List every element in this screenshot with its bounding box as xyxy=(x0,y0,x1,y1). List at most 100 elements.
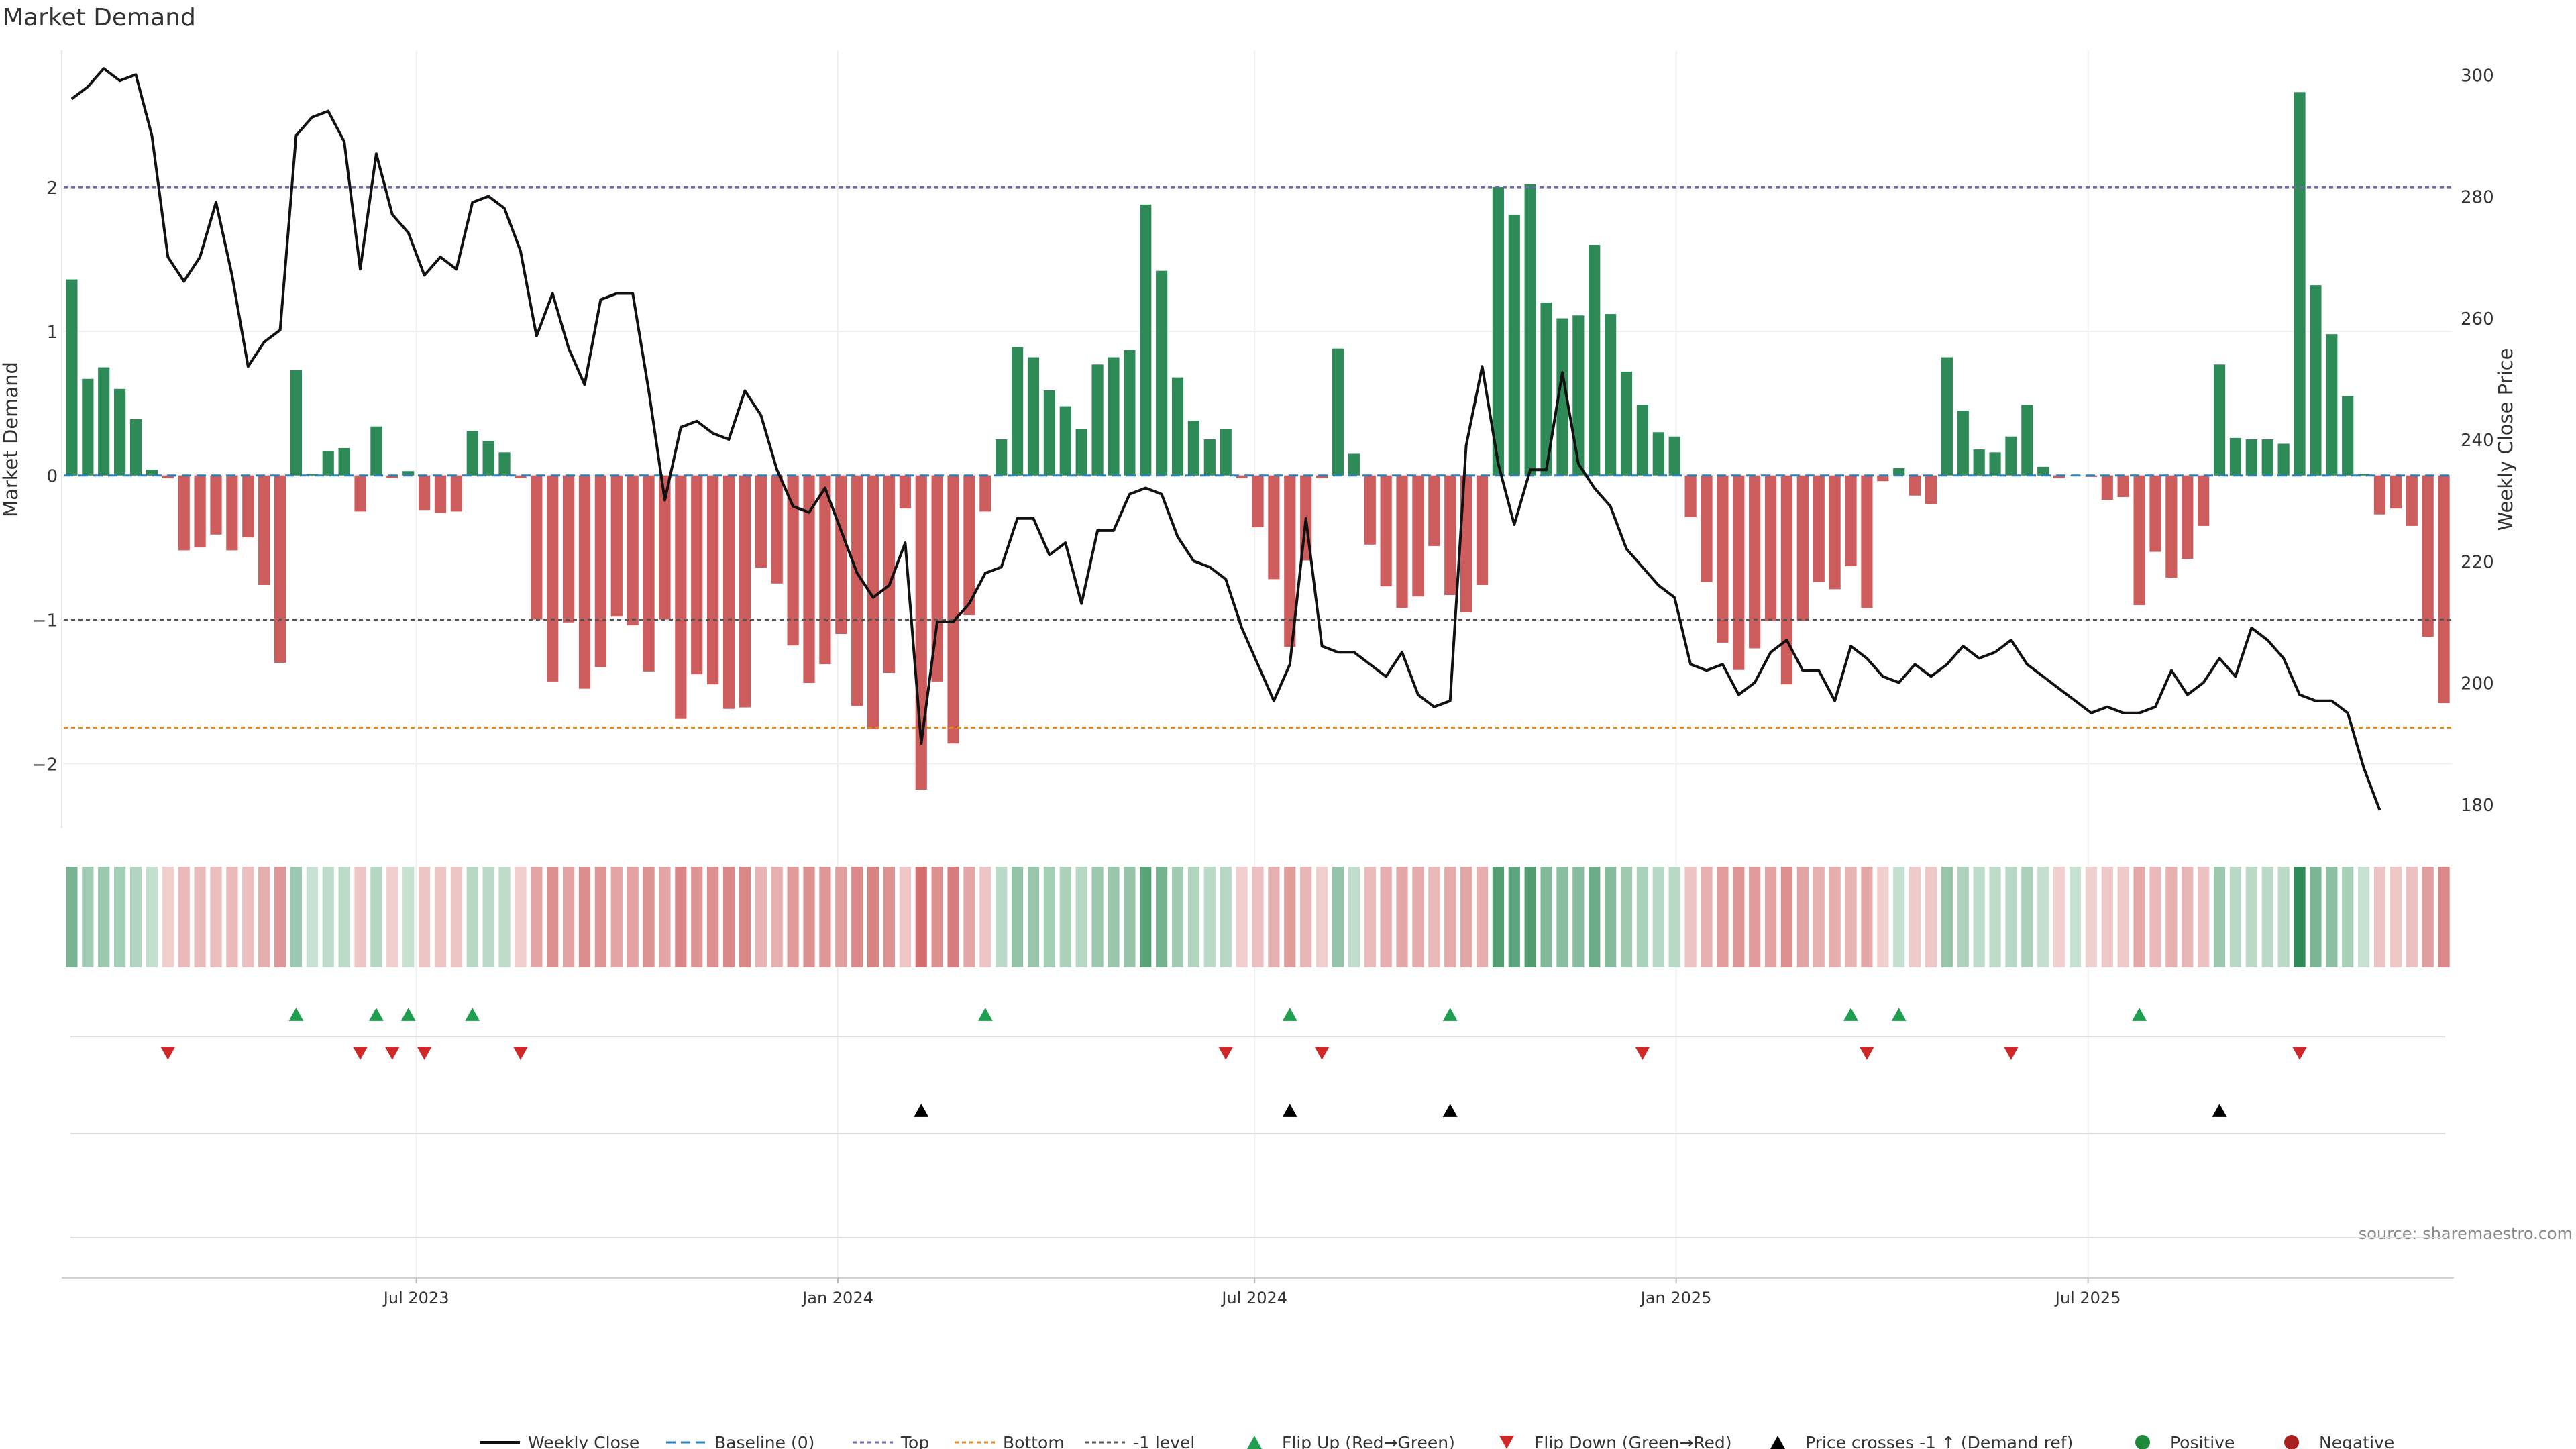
heat-cell xyxy=(2342,867,2354,967)
heat-cell xyxy=(675,867,687,967)
demand-bar xyxy=(2342,396,2354,476)
heat-cell xyxy=(2294,867,2306,967)
heat-cell xyxy=(2021,867,2033,967)
heat-cell xyxy=(1684,867,1697,967)
heat-cell xyxy=(242,867,254,967)
heat-cell xyxy=(1396,867,1408,967)
flip-up-marker xyxy=(1843,1008,1859,1021)
demand-bar xyxy=(1893,468,1905,476)
heat-cell xyxy=(2069,867,2082,967)
demand-bar xyxy=(1909,475,1921,496)
demand-bar xyxy=(643,475,655,672)
y-tick-label: −2 xyxy=(32,755,58,775)
demand-bar xyxy=(1380,475,1392,587)
heat-cell xyxy=(434,867,447,967)
demand-bar xyxy=(66,279,78,476)
demand-bar xyxy=(1925,475,1937,504)
heat-cell xyxy=(771,867,783,967)
demand-bar xyxy=(1156,270,1168,476)
legend-label: Negative xyxy=(2319,1433,2394,1449)
heat-cell xyxy=(322,867,334,967)
heat-cell xyxy=(370,867,382,967)
flip-down-marker xyxy=(1859,1046,1874,1060)
heat-cell xyxy=(2438,867,2450,967)
demand-bar xyxy=(290,370,303,476)
legend-label: Bottom xyxy=(1003,1433,1065,1449)
demand-bar xyxy=(2101,475,2113,500)
heat-cell xyxy=(1508,867,1520,967)
heat-cell xyxy=(1284,867,1296,967)
heat-cell xyxy=(787,867,799,967)
demand-bar xyxy=(2165,475,2178,578)
legend-swatch-circle xyxy=(2284,1435,2299,1449)
heat-cell xyxy=(82,867,94,967)
heat-cell xyxy=(1733,867,1745,967)
x-tick-label: Jan 2025 xyxy=(1640,1289,1712,1307)
demand-bar xyxy=(2021,405,2033,476)
demand-bar xyxy=(2422,475,2434,637)
heat-cell xyxy=(1171,867,1184,967)
demand-bar xyxy=(610,475,623,617)
demand-bar xyxy=(146,470,158,476)
demand-bar xyxy=(82,378,94,476)
demand-bar xyxy=(162,475,174,478)
demand-bar xyxy=(1989,452,2001,476)
demand-bar xyxy=(851,475,863,706)
demand-bar xyxy=(1492,187,1504,476)
demand-bar xyxy=(594,475,607,667)
demand-bar xyxy=(1796,475,1809,621)
demand-bar xyxy=(1733,475,1745,670)
heat-cell xyxy=(867,867,879,967)
flip-down-marker xyxy=(2292,1046,2308,1060)
y2-tick-label: 300 xyxy=(2461,66,2494,86)
flip-down-marker xyxy=(513,1046,528,1060)
heat-cell xyxy=(194,867,206,967)
heat-cell xyxy=(1717,867,1729,967)
heat-cell xyxy=(883,867,896,967)
demand-bar xyxy=(1684,475,1697,517)
heat-cell xyxy=(2133,867,2145,967)
heat-cell xyxy=(2229,867,2242,967)
x-tick-label: Jul 2023 xyxy=(382,1289,449,1307)
heat-cell xyxy=(1652,867,1664,967)
heat-cell xyxy=(1941,867,1953,967)
heat-cell xyxy=(1957,867,1969,967)
heat-cell xyxy=(290,867,303,967)
demand-bar xyxy=(386,475,398,478)
demand-bar xyxy=(306,474,318,476)
demand-bar xyxy=(1364,475,1376,545)
demand-bar xyxy=(1556,318,1568,476)
heat-cell xyxy=(1813,867,1825,967)
demand-bar xyxy=(1476,475,1489,585)
demand-bar xyxy=(787,475,799,646)
flip-up-marker xyxy=(1282,1008,1297,1021)
demand-bar xyxy=(1749,475,1761,649)
heat-cell xyxy=(1989,867,2001,967)
heat-cell xyxy=(2406,867,2418,967)
heat-cell xyxy=(755,867,767,967)
heat-cell xyxy=(2085,867,2098,967)
heat-cell xyxy=(2261,867,2273,967)
demand-bar xyxy=(1764,475,1777,621)
demand-bar xyxy=(867,475,879,729)
heat-cell xyxy=(1829,867,1841,967)
flip-up-marker xyxy=(1891,1008,1907,1021)
heat-cell xyxy=(354,867,366,967)
heat-cell xyxy=(2053,867,2065,967)
heat-cell xyxy=(643,867,655,967)
flip-down-marker xyxy=(417,1046,432,1060)
demand-bar xyxy=(1957,411,1969,476)
demand-bar xyxy=(1605,314,1617,476)
y-tick-label: 1 xyxy=(46,323,58,343)
heat-cell xyxy=(1236,867,1248,967)
heat-cell xyxy=(1187,867,1200,967)
flip-up-marker xyxy=(465,1008,480,1021)
heat-cell xyxy=(722,867,735,967)
heat-cell xyxy=(1973,867,1985,967)
price-cross-marker xyxy=(914,1104,929,1117)
demand-bar xyxy=(1428,475,1440,546)
demand-bar xyxy=(226,475,238,551)
y-axis-label: Market Demand xyxy=(0,362,22,517)
heat-cell xyxy=(1861,867,1873,967)
